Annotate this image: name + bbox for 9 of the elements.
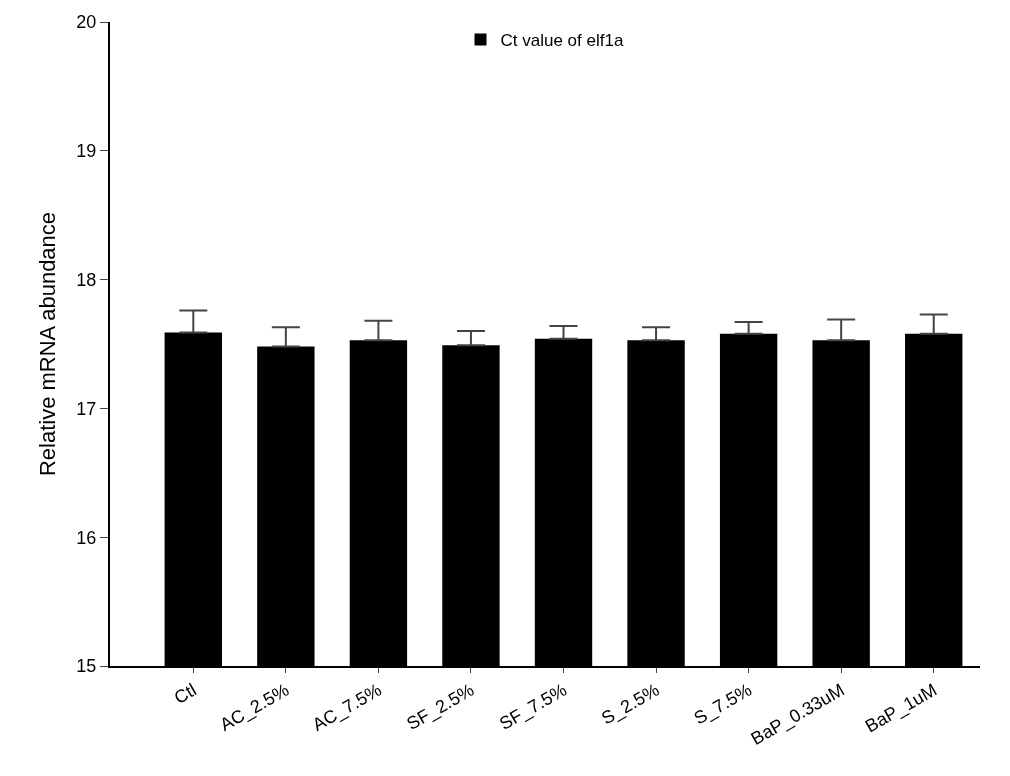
legend-label: Ct value of elf1a <box>500 31 624 51</box>
y-tick-label: 18 <box>76 269 97 290</box>
y-tick-label: 17 <box>76 398 97 419</box>
x-tick-label: Ctl <box>170 679 200 708</box>
y-tick-label: 16 <box>76 527 97 548</box>
y-tick-label: 19 <box>76 141 97 162</box>
y-tick-label: 15 <box>76 656 97 677</box>
y-tick-label: 20 <box>76 12 97 33</box>
y-axis-title: Relative mRNA abundance <box>34 211 60 477</box>
